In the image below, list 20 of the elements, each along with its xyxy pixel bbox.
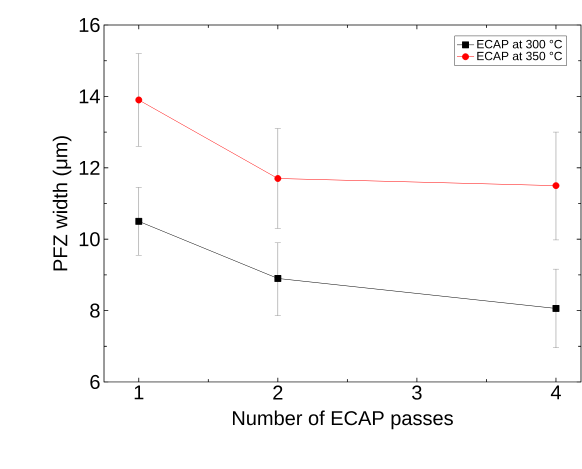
y-tick-label: 10 [80,232,100,246]
y-axis-title: PFZ width (μm) [52,136,72,270]
point [135,218,142,225]
y-tick-label: 6 [90,374,100,390]
x-axis-title: Number of ECAP passes [232,410,453,430]
y-tick-label: 8 [90,304,100,318]
y-tick-label: 16 [80,18,100,32]
legend-label: ECAP at 350 °C [477,52,562,60]
point [552,182,560,190]
point [274,275,282,282]
point [274,175,282,182]
x-tick-label: 1 [134,386,144,400]
x-tick-label: 2 [273,386,282,400]
y-tick-label: 14 [80,90,100,104]
point [135,96,142,104]
legend-label: ECAP at 300 °C [477,40,562,48]
x-tick-label: 3 [412,386,422,400]
x-tick-label: 4 [550,386,561,400]
point [552,304,560,312]
y-tick-label: 12 [80,160,100,175]
